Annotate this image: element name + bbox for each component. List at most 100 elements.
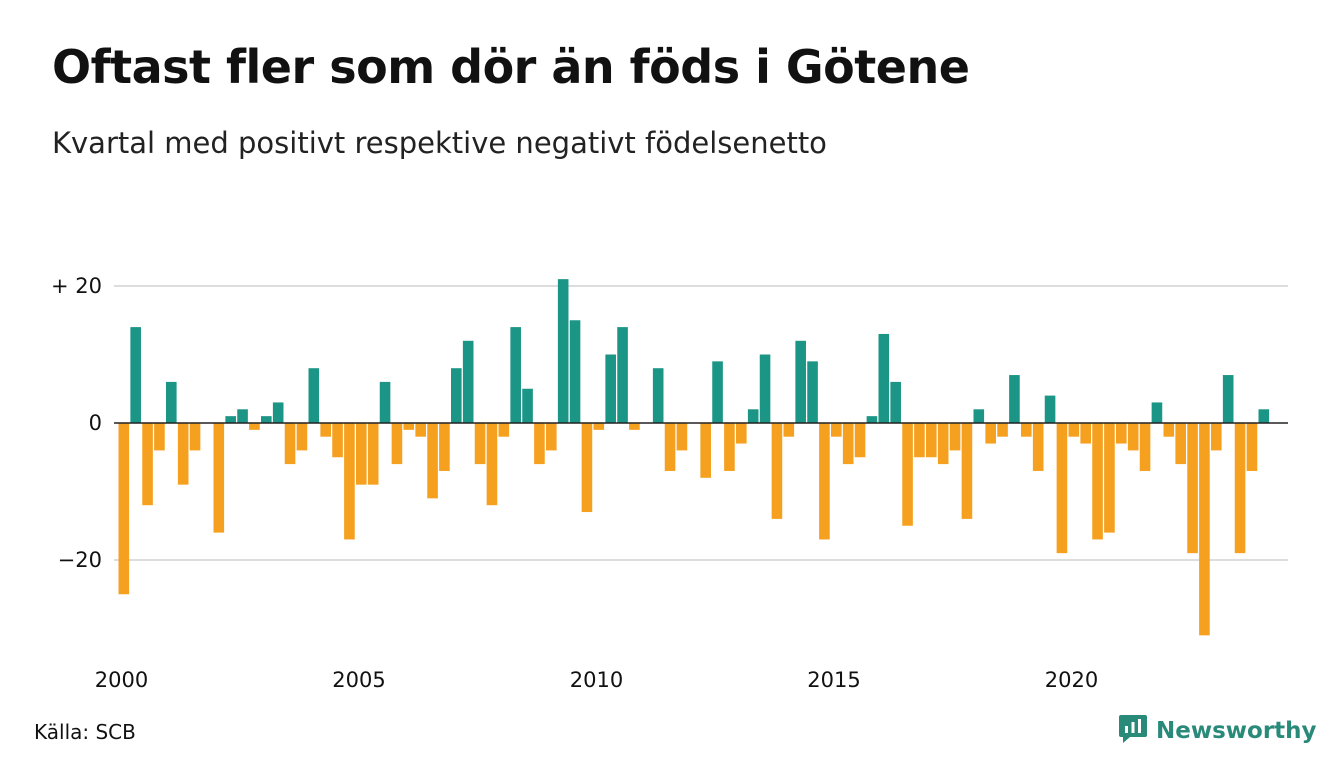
bar-positive	[712, 361, 723, 423]
bar-negative	[842, 423, 854, 465]
bar-negative	[213, 423, 225, 533]
bar-negative	[664, 423, 676, 471]
bar-positive	[617, 327, 628, 423]
bar-negative	[914, 423, 925, 458]
bar-negative	[593, 423, 605, 430]
axis-labels: + 20 0 −20 2000 2005 2010 2015 2020	[51, 274, 1098, 692]
bar-negative	[1056, 423, 1068, 554]
bar-negative	[937, 423, 949, 465]
x-tick-label: 2005	[332, 668, 385, 692]
bar-negative	[783, 423, 795, 437]
bar-positive	[1258, 409, 1270, 423]
bar-negative	[320, 423, 331, 437]
bar-negative	[724, 423, 735, 471]
y-tick-label: −20	[58, 548, 102, 572]
bar-negative	[1199, 423, 1210, 636]
bar-negative	[177, 423, 189, 485]
newsworthy-logo-icon	[1118, 713, 1148, 749]
bar-positive	[1044, 395, 1056, 423]
bar-negative	[831, 423, 842, 437]
x-tick-label: 2020	[1045, 668, 1098, 692]
bar-negative	[154, 423, 165, 451]
bar-positive	[451, 368, 462, 423]
brand-logo[interactable]: Newsworthy	[1118, 713, 1317, 749]
bar-negative	[427, 423, 438, 499]
bar-positive	[890, 381, 901, 423]
bars	[118, 279, 1270, 636]
bar-negative	[949, 423, 961, 451]
bar-negative	[1080, 423, 1091, 444]
bar-negative	[1139, 423, 1151, 471]
bar-negative	[1246, 423, 1258, 471]
bar-negative	[344, 423, 355, 540]
bar-positive	[522, 388, 533, 423]
bar-positive	[237, 409, 248, 423]
bar-negative	[581, 423, 593, 513]
bar-positive	[605, 354, 616, 423]
bar-positive	[510, 327, 521, 423]
bar-negative	[1116, 423, 1127, 444]
bar-negative	[1104, 423, 1115, 533]
bar-negative	[1175, 423, 1186, 465]
bar-positive	[652, 368, 664, 423]
brand-name: Newsworthy	[1156, 718, 1317, 744]
bar-negative	[498, 423, 510, 437]
bar-negative	[961, 423, 973, 519]
bar-negative	[189, 423, 201, 451]
bar-negative	[985, 423, 996, 444]
bar-negative	[629, 423, 640, 430]
bar-negative	[474, 423, 486, 465]
source-note: Källa: SCB	[34, 720, 136, 744]
bar-negative	[403, 423, 415, 430]
bar-negative	[534, 423, 545, 465]
bar-positive	[272, 402, 284, 423]
bar-negative	[1211, 423, 1222, 451]
bar-positive	[1151, 402, 1163, 423]
bar-negative	[854, 423, 866, 458]
bar-positive	[795, 340, 806, 423]
bar-positive	[166, 381, 177, 423]
bar-negative	[249, 423, 260, 430]
bar-negative	[284, 423, 296, 465]
bar-negative	[1234, 423, 1246, 554]
chart-title: Oftast fler som dör än föds i Götene	[52, 40, 970, 94]
bar-negative	[676, 423, 688, 451]
bar-positive	[379, 381, 391, 423]
bar-negative	[1187, 423, 1198, 554]
bar-negative	[736, 423, 747, 444]
bar-negative	[118, 423, 130, 595]
bar-negative	[926, 423, 937, 458]
bar-negative	[1127, 423, 1139, 451]
gridlines	[114, 285, 1288, 561]
bar-negative	[546, 423, 557, 451]
bar-negative	[997, 423, 1008, 437]
bar-negative	[771, 423, 783, 519]
y-tick-label: 0	[89, 411, 102, 435]
bar-positive	[807, 361, 818, 423]
bar-negative	[439, 423, 450, 471]
bar-negative	[902, 423, 913, 526]
bar-negative	[332, 423, 343, 458]
bar-negative	[296, 423, 308, 451]
bar-positive	[747, 409, 759, 423]
bar-positive	[1009, 375, 1020, 423]
bar-positive	[225, 416, 236, 423]
bar-positive	[973, 409, 985, 423]
bar-positive	[130, 327, 141, 423]
bar-positive	[759, 354, 771, 423]
bar-negative	[1068, 423, 1080, 437]
bar-negative	[356, 423, 367, 485]
x-tick-label: 2015	[807, 668, 860, 692]
bar-negative	[1163, 423, 1175, 437]
bar-negative	[1021, 423, 1032, 437]
bar-negative	[486, 423, 498, 506]
bar-negative	[391, 423, 403, 465]
bar-positive	[261, 416, 272, 423]
chart-subtitle: Kvartal med positivt respektive negativt…	[52, 126, 827, 160]
bar-positive	[569, 320, 581, 423]
bar-positive	[557, 279, 569, 423]
bar-negative	[819, 423, 830, 540]
bar-chart: + 20 0 −20 2000 2005 2010 2015 2020	[51, 274, 1288, 692]
x-tick-label: 2010	[570, 668, 623, 692]
bar-positive	[866, 416, 878, 423]
